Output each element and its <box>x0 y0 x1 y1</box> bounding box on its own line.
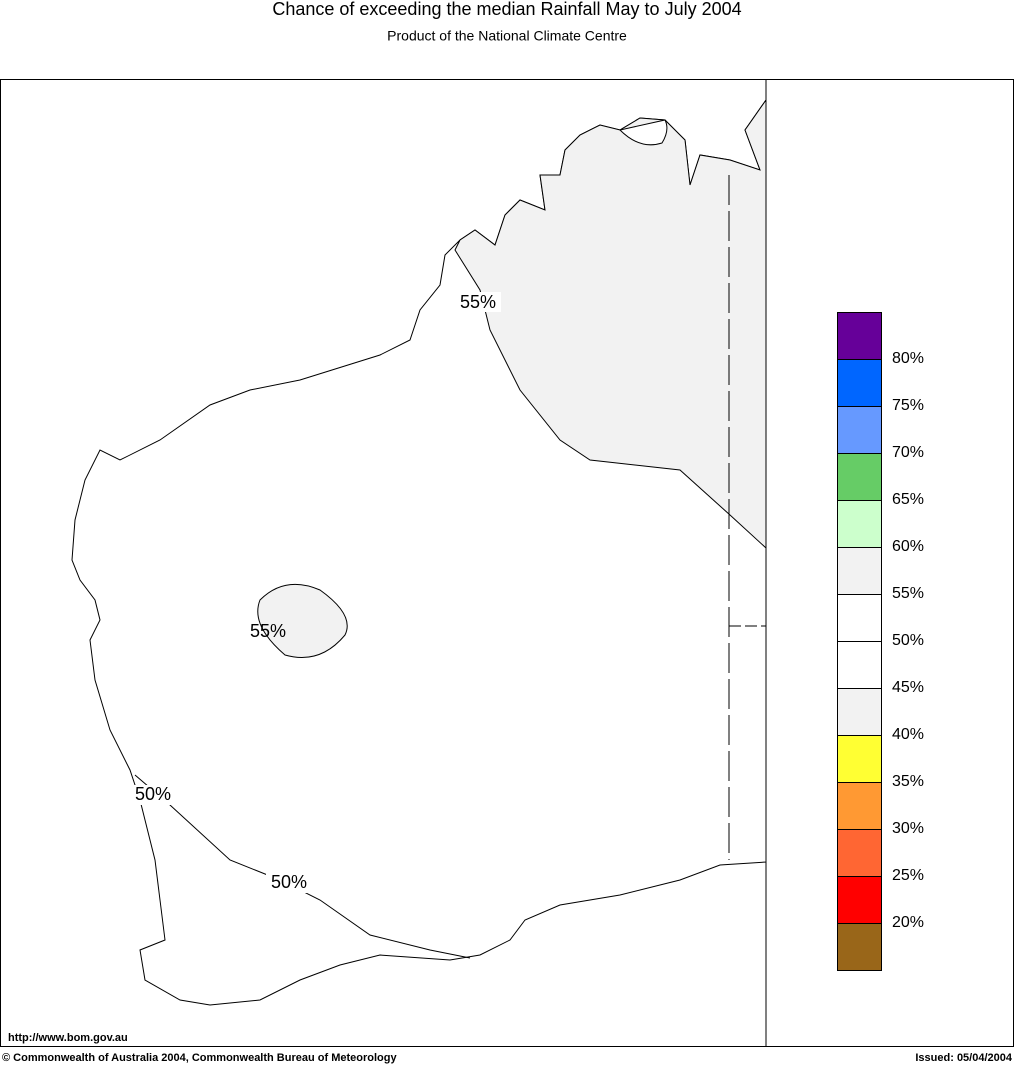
legend-swatch <box>837 594 882 642</box>
shaded-region <box>454 98 767 550</box>
legend-label: 35% <box>892 773 924 790</box>
legend-swatch <box>837 735 882 783</box>
legend-swatch <box>837 829 882 877</box>
legend-swatch <box>837 359 882 407</box>
white-patch <box>619 119 668 146</box>
label-bg <box>266 873 312 893</box>
title: Chance of exceeding the median Rainfall … <box>272 0 741 19</box>
legend-label: 45% <box>892 679 924 696</box>
legend-label: 30% <box>892 820 924 837</box>
legend-swatch <box>837 641 882 689</box>
legend-label: 75% <box>892 397 924 414</box>
contour-label: 55% <box>460 292 496 312</box>
legend-swatch <box>837 782 882 830</box>
legend-swatch <box>837 876 882 924</box>
legend-label: 70% <box>892 444 924 461</box>
legend-label: 60% <box>892 538 924 555</box>
legend-swatch <box>837 500 882 548</box>
legend-swatch <box>837 406 882 454</box>
label-bg <box>130 785 176 805</box>
label-bg <box>455 292 501 312</box>
legend-swatch <box>837 688 882 736</box>
shaded-region <box>257 583 348 658</box>
legend-label: 20% <box>892 914 924 931</box>
legend-swatch <box>837 312 882 360</box>
contour-label: 55% <box>250 621 286 641</box>
contour-label: 50% <box>271 872 307 892</box>
subtitle: Product of the National Climate Centre <box>387 28 627 44</box>
legend-swatch <box>837 453 882 501</box>
legend-label: 55% <box>892 585 924 602</box>
contour-label: 50% <box>135 784 171 804</box>
url: http://www.bom.gov.au <box>8 1032 128 1044</box>
legend-label: 50% <box>892 632 924 649</box>
legend-label: 25% <box>892 867 924 884</box>
copyright: © Commonwealth of Australia 2004, Common… <box>2 1052 397 1064</box>
legend-swatch <box>837 547 882 595</box>
legend-swatch <box>837 923 882 971</box>
legend-label: 65% <box>892 491 924 508</box>
legend-label: 40% <box>892 726 924 743</box>
legend-label: 80% <box>892 350 924 367</box>
issued: Issued: 05/04/2004 <box>915 1052 1013 1064</box>
